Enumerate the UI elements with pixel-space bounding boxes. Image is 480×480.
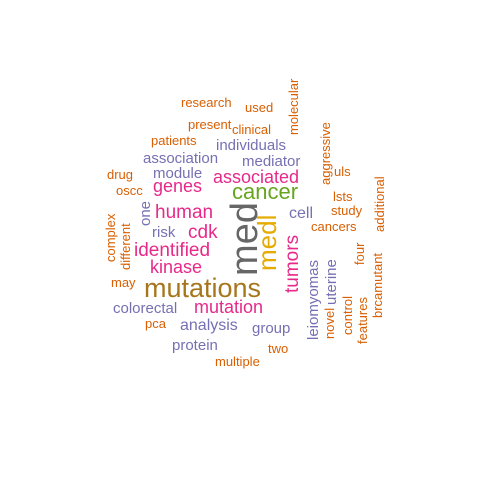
word-mutation: mutation [194, 297, 263, 317]
word-individuals: individuals [216, 137, 286, 154]
word-patients: patients [151, 133, 197, 148]
word-pca: pca [145, 316, 167, 331]
word-risk: risk [152, 224, 176, 241]
word-cancer: cancer [232, 179, 298, 204]
word-tumors: tumors [282, 235, 303, 293]
word-features: features [355, 297, 370, 344]
word-present: present [188, 117, 232, 132]
word-molecular: molecular [286, 78, 301, 135]
word-study: study [331, 203, 363, 218]
word-control: control [340, 296, 355, 335]
word-lsts: lsts [333, 189, 353, 204]
word-genes: genes [153, 176, 202, 196]
word-one: one [137, 201, 154, 226]
word-colorectal: colorectal [113, 300, 177, 317]
word-may: may [111, 275, 136, 290]
word-group: group [252, 320, 290, 337]
word-novel: novel [322, 308, 337, 339]
word-medl: medl [252, 215, 282, 271]
word-oscc: oscc [116, 183, 143, 198]
word-analysis: analysis [180, 317, 238, 334]
word-cdk: cdk [188, 222, 218, 243]
word-drug: drug [107, 167, 133, 182]
word-kinase: kinase [150, 257, 202, 277]
word-leiomyomas: leiomyomas [305, 260, 322, 340]
word-brcamutant: brcamutant [370, 253, 385, 318]
word-associated: associated [213, 167, 299, 187]
word-four: four [352, 242, 367, 265]
word-uls: uls [334, 164, 351, 179]
word-mutations: mutations [144, 273, 261, 303]
word-identified: identified [134, 240, 210, 261]
word-med: med [224, 202, 266, 276]
word-mediator: mediator [242, 153, 300, 170]
word-human: human [155, 202, 213, 223]
word-complex: complex [103, 213, 118, 262]
word-association: association [143, 150, 218, 167]
word-protein: protein [172, 337, 218, 354]
word-module: module [153, 165, 202, 182]
word-aggressive: aggressive [318, 122, 333, 185]
word-multiple: multiple [215, 354, 260, 369]
word-different: different [118, 223, 133, 270]
word-research: research [181, 95, 232, 110]
word-cancers: cancers [311, 219, 357, 234]
word-two: two [268, 341, 288, 356]
word-clinical: clinical [232, 122, 271, 137]
word-additional: additional [372, 176, 387, 232]
word-cell: cell [289, 205, 313, 222]
word-uterine: uterine [323, 259, 340, 305]
word-used: used [245, 100, 273, 115]
